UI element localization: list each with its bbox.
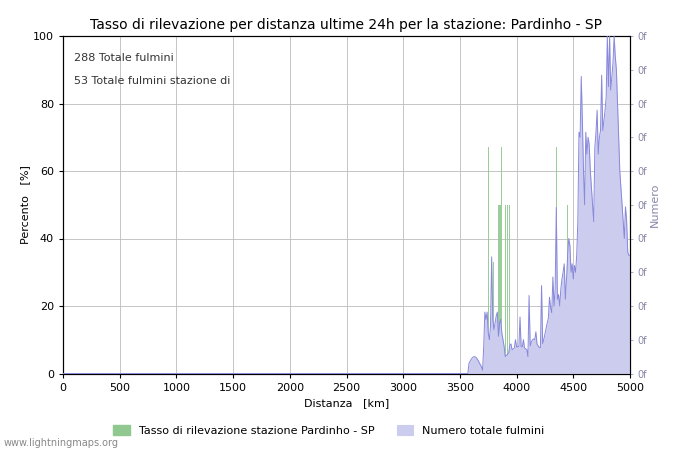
Bar xyxy=(612,350,613,374)
Y-axis label: Percento   [%]: Percento [%] xyxy=(20,165,30,244)
Bar xyxy=(492,320,493,374)
Bar xyxy=(582,329,583,373)
Bar xyxy=(491,323,492,373)
Text: www.lightningmaps.org: www.lightningmaps.org xyxy=(4,438,118,448)
Bar xyxy=(507,205,508,374)
Bar xyxy=(629,326,631,374)
Bar xyxy=(556,148,557,374)
Bar xyxy=(618,350,619,374)
Text: 288 Totale fulmini: 288 Totale fulmini xyxy=(74,53,174,63)
Y-axis label: Numero: Numero xyxy=(650,183,660,227)
Bar xyxy=(488,148,489,374)
Title: Tasso di rilevazione per distanza ultime 24h per la stazione: Pardinho - SP: Tasso di rilevazione per distanza ultime… xyxy=(90,18,603,32)
Bar xyxy=(584,329,585,373)
Bar xyxy=(500,205,501,374)
Bar xyxy=(499,205,500,374)
Bar xyxy=(567,205,568,374)
Bar xyxy=(624,350,625,374)
Bar xyxy=(607,329,608,373)
Bar xyxy=(601,326,602,374)
Bar xyxy=(501,148,503,374)
Text: 53 Totale fulmini stazione di: 53 Totale fulmini stazione di xyxy=(74,76,231,86)
Legend: Tasso di rilevazione stazione Pardinho - SP, Numero totale fulmini: Tasso di rilevazione stazione Pardinho -… xyxy=(109,420,549,440)
Bar xyxy=(573,329,574,373)
Bar xyxy=(570,329,571,373)
Bar xyxy=(498,205,499,374)
Bar xyxy=(590,329,591,373)
X-axis label: Distanza   [km]: Distanza [km] xyxy=(304,398,389,408)
